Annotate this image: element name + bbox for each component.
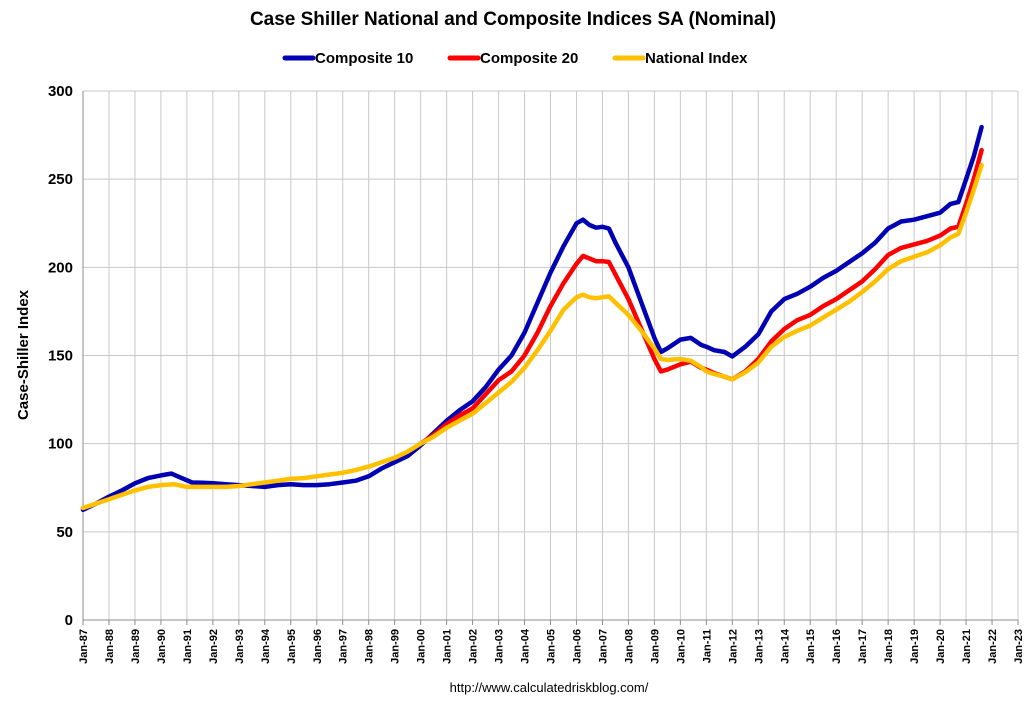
- legend-entry: Composite 10: [315, 50, 413, 67]
- x-tick-label: Jan-19: [909, 629, 921, 664]
- x-tick-label: Jan-20: [935, 629, 947, 664]
- x-tick-label: Jan-12: [727, 629, 739, 664]
- series-line-composite-20: [418, 147, 984, 446]
- x-tick-label: Jan-21: [961, 629, 973, 664]
- x-tick-label: Jan-22: [987, 629, 999, 664]
- x-tick-label: Jan-16: [831, 629, 843, 664]
- x-tick-label: Jan-97: [338, 629, 350, 664]
- source-url: http://www.calculatedriskblog.com/: [450, 680, 649, 695]
- x-tick-label: Jan-03: [494, 629, 506, 664]
- x-tick-label: Jan-92: [208, 629, 220, 664]
- axes: [82, 91, 1019, 625]
- grid: [82, 90, 1019, 621]
- x-axis-ticks: Jan-87 Jan-88 Jan-89 Jan-90 Jan-91 Jan-92 Jan-…: [78, 628, 1025, 664]
- y-tick-label: 300: [48, 83, 73, 100]
- x-tick-label: Jan-01: [442, 629, 454, 664]
- y-tick-label: 0: [65, 612, 73, 629]
- series-line-composite-10: [80, 124, 984, 513]
- x-tick-label: Jan-96: [312, 629, 324, 664]
- y-axis-label: Case-Shiller Index: [15, 289, 32, 420]
- y-tick-label: 100: [48, 436, 73, 453]
- x-tick-label: Jan-17: [857, 629, 869, 664]
- x-tick-label: Jan-09: [649, 629, 661, 664]
- legend: Composite 10 Composite 20 National Index: [282, 50, 748, 67]
- y-axis-ticks: 0 50 100 150 200 250 300: [48, 83, 73, 629]
- x-tick-label: Jan-91: [182, 629, 194, 664]
- x-tick-label: Jan-18: [883, 629, 895, 664]
- x-tick-label: Jan-94: [260, 628, 272, 664]
- x-tick-label: Jan-04: [520, 628, 532, 664]
- x-tick-label: Jan-10: [675, 629, 687, 664]
- y-tick-label: 250: [48, 171, 73, 188]
- series-line-national-index: [80, 162, 984, 511]
- legend-entry: National Index: [645, 50, 748, 67]
- x-tick-label: Jan-06: [571, 629, 583, 664]
- x-tick-label: Jan-89: [130, 629, 142, 664]
- x-tick-label: Jan-07: [597, 629, 609, 664]
- x-tick-label: Jan-99: [390, 629, 402, 664]
- x-tick-label: Jan-11: [701, 629, 713, 663]
- x-tick-label: Jan-08: [623, 629, 635, 664]
- x-tick-label: Jan-93: [234, 629, 246, 664]
- series-lines: [80, 124, 984, 513]
- x-tick-label: Jan-90: [156, 629, 168, 664]
- x-tick-label: Jan-88: [104, 629, 116, 664]
- y-tick-label: 50: [56, 524, 73, 541]
- y-tick-label: 200: [48, 259, 73, 276]
- x-tick-label: Jan-15: [805, 629, 817, 664]
- x-tick-label: Jan-87: [78, 629, 90, 664]
- legend-entry: Composite 20: [480, 50, 578, 67]
- x-tick-label: Jan-95: [286, 629, 298, 664]
- x-tick-label: Jan-05: [546, 629, 558, 664]
- y-tick-label: 150: [48, 348, 73, 365]
- x-tick-label: Jan-00: [416, 629, 428, 664]
- x-tick-label: Jan-13: [753, 629, 765, 664]
- x-tick-label: Jan-14: [779, 628, 791, 664]
- x-tick-label: Jan-23: [1013, 629, 1025, 664]
- chart-title: Case Shiller National and Composite Indi…: [250, 9, 776, 30]
- x-tick-label: Jan-98: [364, 629, 376, 664]
- x-tick-label: Jan-02: [468, 629, 480, 664]
